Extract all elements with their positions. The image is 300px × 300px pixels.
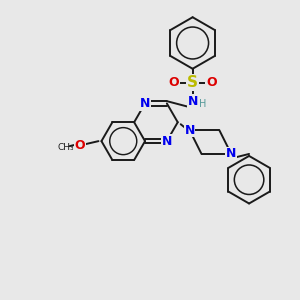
Text: S: S (187, 75, 198, 90)
Text: N: N (226, 148, 236, 160)
Text: O: O (74, 139, 85, 152)
Text: CH₃: CH₃ (58, 142, 74, 152)
Text: O: O (206, 76, 217, 89)
Text: N: N (162, 135, 172, 148)
Text: N: N (140, 97, 150, 110)
Text: O: O (169, 76, 179, 89)
Text: N: N (184, 124, 195, 137)
Text: N: N (188, 95, 198, 108)
Text: H: H (199, 99, 206, 110)
